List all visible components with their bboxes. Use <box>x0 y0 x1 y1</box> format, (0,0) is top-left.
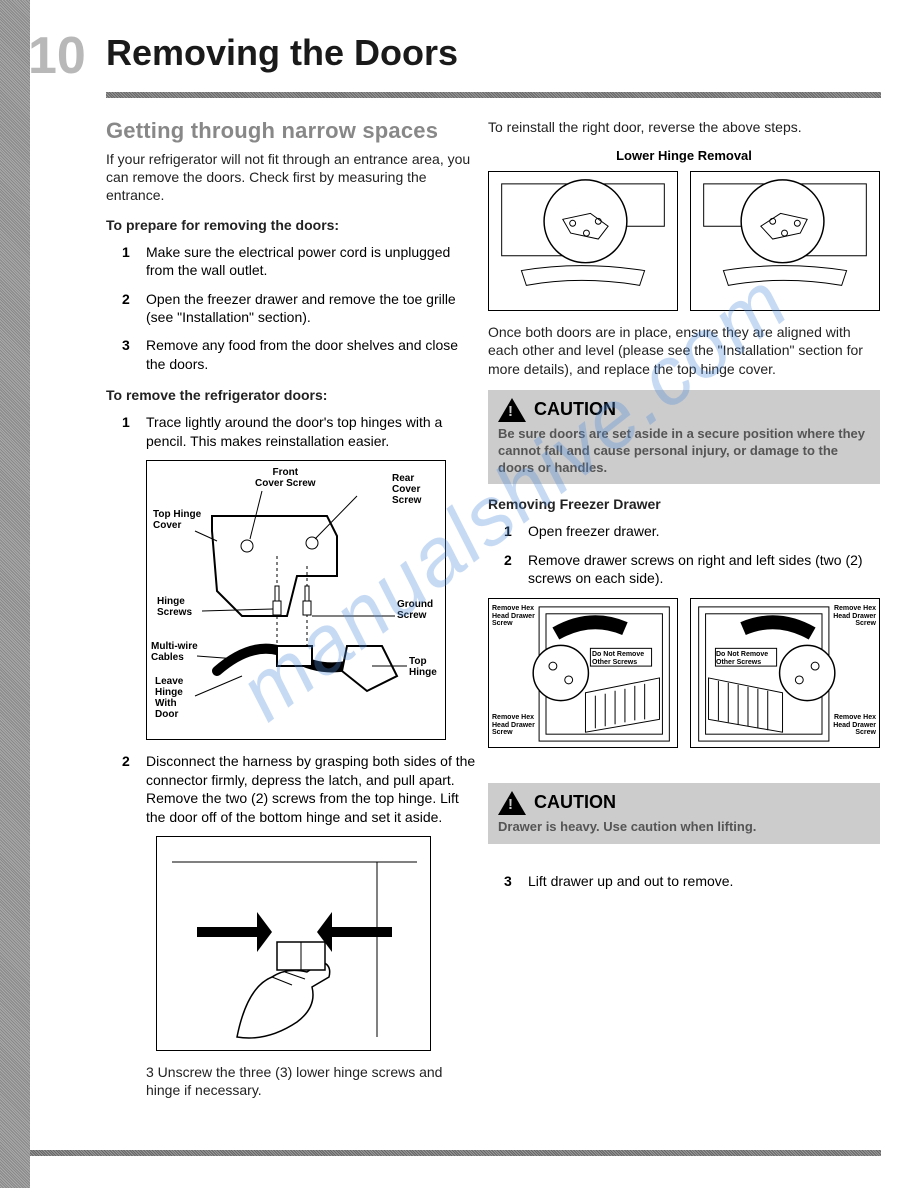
remove-steps-list-2: 2Disconnect the harness by grasping both… <box>106 752 476 826</box>
list-item: 3Lift drawer up and out to remove. <box>510 872 880 890</box>
caution-label: CAUTION <box>534 792 616 813</box>
intro-text: If your refrigerator will not fit throug… <box>106 150 476 205</box>
label-multi-wire: Multi-wireCables <box>151 641 198 663</box>
freezer-heading: Removing Freezer Drawer <box>488 496 880 512</box>
caution-head: CAUTION <box>498 398 870 422</box>
label-remove-hex-top: Remove HexHead DrawerScrew <box>492 605 535 628</box>
step3-text: 3 Unscrew the three (3) lower hinge scre… <box>146 1063 476 1099</box>
list-item: 3Remove any food from the door shelves a… <box>128 336 476 373</box>
lower-hinge-left-diagram <box>488 171 678 311</box>
list-item: 2Disconnect the harness by grasping both… <box>128 752 476 826</box>
label-rear-cover-screw: RearCoverScrew <box>392 473 421 506</box>
list-item: 2Open the freezer drawer and remove the … <box>128 290 476 327</box>
reinstall-text: To reinstall the right door, reverse the… <box>488 118 880 136</box>
drawer-left-diagram: Remove HexHead DrawerScrew Do Not Remove… <box>488 598 678 748</box>
left-column: Getting through narrow spaces If your re… <box>106 118 476 1112</box>
freezer-step3-list: 3Lift drawer up and out to remove. <box>488 872 880 890</box>
prepare-heading: To prepare for removing the doors: <box>106 217 476 233</box>
step-text: Lift drawer up and out to remove. <box>528 873 733 889</box>
aligned-text: Once both doors are in place, ensure the… <box>488 323 880 378</box>
caution-icon <box>498 791 526 815</box>
step-text: Make sure the electrical power cord is u… <box>146 244 450 278</box>
label-ground-screw: GroundScrew <box>397 599 433 621</box>
title-rule <box>106 92 881 98</box>
list-item: 1Trace lightly around the door's top hin… <box>128 413 476 450</box>
right-column: To reinstall the right door, reverse the… <box>488 118 880 900</box>
remove-heading: To remove the refrigerator doors: <box>106 387 476 403</box>
step-text: Disconnect the harness by grasping both … <box>146 753 475 824</box>
disconnect-diagram <box>156 836 431 1051</box>
vertical-side-bar <box>0 0 30 1188</box>
caution-label: CAUTION <box>534 399 616 420</box>
label-hinge-screws: HingeScrews <box>157 596 192 618</box>
remove-steps-list: 1Trace lightly around the door's top hin… <box>106 413 476 450</box>
caution-icon <box>498 398 526 422</box>
caution-head: CAUTION <box>498 791 870 815</box>
lh-left-svg <box>489 172 677 310</box>
page-number: 10 <box>28 26 86 86</box>
freezer-steps-list: 1Open freezer drawer. 2Remove drawer scr… <box>488 522 880 587</box>
disconnect-svg <box>157 837 432 1052</box>
lower-hinge-right-diagram <box>690 171 880 311</box>
step-text: Trace lightly around the door's top hing… <box>146 414 442 448</box>
top-hinge-diagram: FrontCover Screw RearCoverScrew Top Hing… <box>146 460 446 740</box>
caution-body: Drawer is heavy. Use caution when liftin… <box>498 819 870 836</box>
label-remove-hex-bot: Remove HexHead DrawerScrew <box>492 714 535 737</box>
section-heading: Getting through narrow spaces <box>106 118 476 144</box>
label-do-not-remove: Do Not RemoveOther Screws <box>592 651 644 666</box>
caution-box-1: CAUTION Be sure doors are set aside in a… <box>488 390 880 485</box>
label-front-cover-screw: FrontCover Screw <box>255 467 316 489</box>
lower-hinge-title: Lower Hinge Removal <box>488 148 880 163</box>
list-item: 1Open freezer drawer. <box>510 522 880 540</box>
step-text: Remove any food from the door shelves an… <box>146 337 458 371</box>
label-leave-hinge: LeaveHingeWithDoor <box>155 676 183 720</box>
prepare-steps-list: 1Make sure the electrical power cord is … <box>106 243 476 374</box>
drawer-screw-diagram-pair: Remove HexHead DrawerScrew Do Not Remove… <box>488 598 880 753</box>
label-remove-hex-top-r: Remove HexHead DrawerScrew <box>833 605 876 628</box>
bottom-rule <box>30 1150 881 1156</box>
lower-hinge-diagram-pair <box>488 171 880 311</box>
label-remove-hex-bot-r: Remove HexHead DrawerScrew <box>833 714 876 737</box>
lh-right-svg <box>691 172 879 310</box>
label-top-hinge: TopHinge <box>409 656 437 678</box>
label-top-hinge-cover: Top HingeCover <box>153 509 201 531</box>
list-item: 2Remove drawer screws on right and left … <box>510 551 880 588</box>
list-item: 1Make sure the electrical power cord is … <box>128 243 476 280</box>
page-title: Removing the Doors <box>106 32 458 74</box>
step-text: Open freezer drawer. <box>528 523 660 539</box>
label-do-not-remove-r: Do Not RemoveOther Screws <box>716 651 768 666</box>
step-text: Open the freezer drawer and remove the t… <box>146 291 456 325</box>
caution-body: Be sure doors are set aside in a secure … <box>498 426 870 477</box>
caution-box-2: CAUTION Drawer is heavy. Use caution whe… <box>488 783 880 844</box>
step-text: Remove drawer screws on right and left s… <box>528 552 863 586</box>
drawer-right-diagram: Remove HexHead DrawerScrew Do Not Remove… <box>690 598 880 748</box>
